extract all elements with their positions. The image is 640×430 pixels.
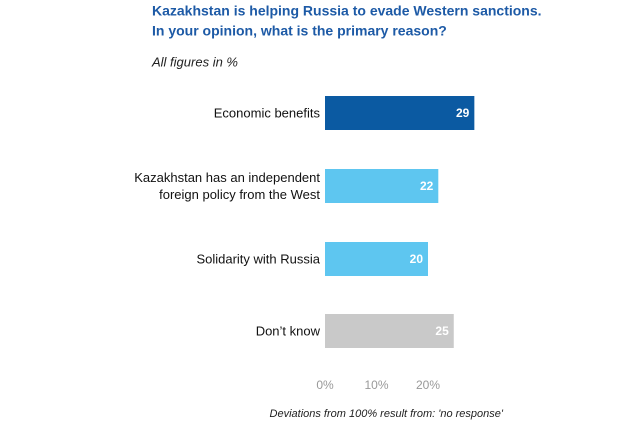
- bar: [325, 169, 439, 203]
- footnote: Deviations from 100% result from: 'no re…: [270, 408, 504, 420]
- x-tick-label: 0%: [316, 378, 334, 392]
- bar: [325, 96, 475, 130]
- value-label: 22: [420, 179, 434, 193]
- x-tick-label: 20%: [416, 378, 440, 392]
- category-label: Don’t know: [255, 323, 320, 339]
- value-label: 29: [456, 106, 470, 120]
- bar: [325, 314, 454, 348]
- category-label: Economic benefits: [213, 105, 320, 121]
- category-label: Solidarity with Russia: [196, 251, 320, 267]
- chart-title: In your opinion, what is the primary rea…: [152, 23, 447, 39]
- chart-title: Kazakhstan is helping Russia to evade We…: [152, 3, 542, 19]
- value-label: 20: [410, 252, 424, 266]
- chart-subtitle: All figures in %: [151, 54, 238, 69]
- x-tick-label: 10%: [364, 378, 388, 392]
- category-label: Kazakhstan has an independent foreign po…: [134, 170, 320, 202]
- bar: [325, 242, 428, 276]
- value-label: 25: [435, 324, 449, 338]
